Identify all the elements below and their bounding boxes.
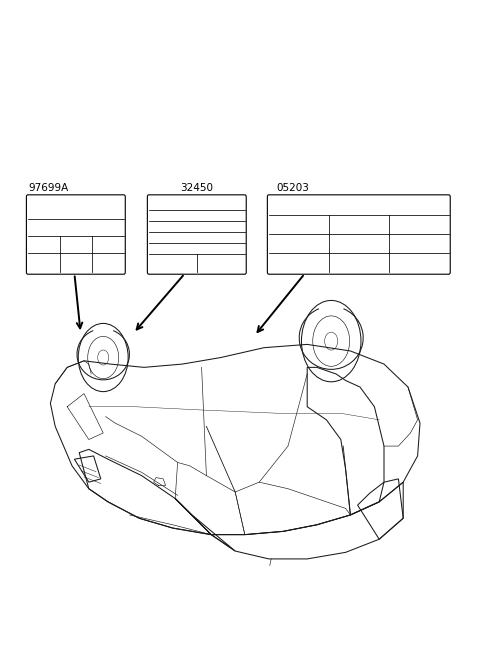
Text: 05203: 05203	[276, 183, 309, 193]
Text: 32450: 32450	[180, 183, 213, 193]
Text: 97699A: 97699A	[29, 183, 69, 193]
